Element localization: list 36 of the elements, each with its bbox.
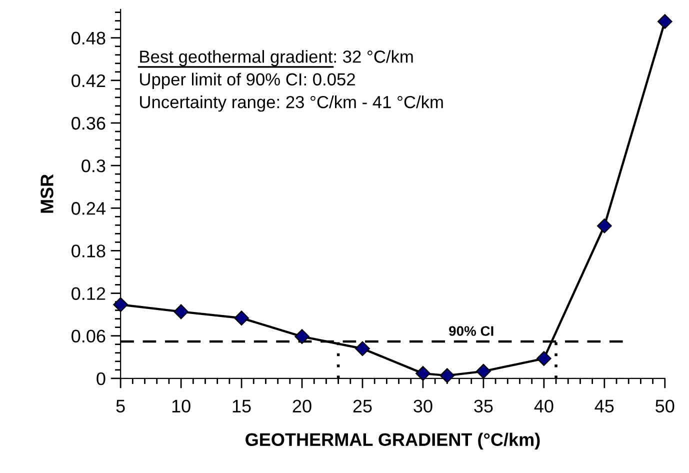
annotation: Best geothermal gradient: 32 °C/km	[140, 50, 413, 66]
y-tick-label: 0.12	[72, 287, 106, 300]
y-tick-label: 0.18	[72, 244, 106, 258]
point	[596, 218, 612, 234]
y-tick-label: 0.42	[72, 74, 106, 88]
point	[536, 351, 552, 366]
x-tick-label: 35	[474, 400, 493, 412]
point	[440, 368, 455, 383]
x-tick-label: 45	[594, 400, 614, 412]
y-axis-title: MSR	[40, 174, 54, 213]
x-tick-label: 30	[414, 400, 432, 412]
ref-line-label: 90% CI	[449, 326, 494, 336]
point	[294, 329, 310, 344]
x-tick-label: 15	[232, 400, 251, 412]
x-tick-label: 50	[656, 400, 674, 412]
y-tick-label: 0.36	[72, 116, 106, 130]
point	[355, 341, 370, 356]
point	[174, 304, 188, 320]
y-tick-label: 0.3	[82, 159, 106, 172]
point	[113, 297, 128, 312]
point	[657, 14, 672, 29]
point	[416, 366, 430, 381]
annotation: Uncertainty range: 23 °C/km - 41 °C/km	[140, 96, 443, 112]
y-tick-label: 0.06	[72, 330, 106, 343]
x-tick-label: 20	[292, 400, 312, 412]
x-axis-title: GEOTHERMAL GRADIENT (°C/km)	[246, 432, 540, 450]
x-tick-label: 10	[172, 400, 190, 412]
x-tick-label: 40	[534, 400, 554, 412]
y-tick-label: 0.48	[72, 32, 106, 45]
point	[476, 364, 491, 379]
annotation: Upper limit of 90% CI: 0.052	[140, 72, 355, 89]
y-tick-label: 0.24	[72, 202, 106, 215]
point	[234, 310, 249, 326]
x-tick-label: 5	[116, 400, 125, 412]
x-tick-label: 25	[353, 400, 372, 412]
y-tick-label: 0	[96, 372, 106, 386]
